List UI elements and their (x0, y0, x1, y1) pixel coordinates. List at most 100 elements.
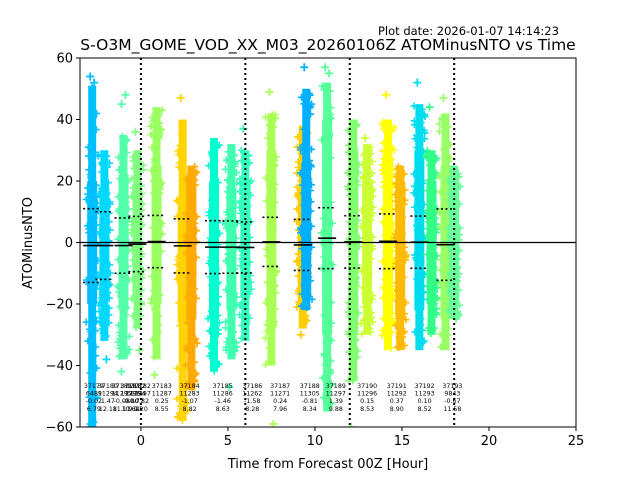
data-point (224, 148, 232, 156)
data-point (419, 209, 427, 217)
y-axis-label: ATOMinusNTO (21, 197, 36, 289)
data-point (415, 235, 423, 243)
data-point (268, 334, 276, 342)
data-point (368, 295, 376, 303)
data-point (411, 328, 419, 336)
data-point (222, 165, 229, 173)
stats-block-8: 37185 11286 -1.46 8.63 (213, 383, 233, 413)
data-point (236, 180, 244, 188)
y-tick-label: 0 (65, 236, 73, 251)
data-point (325, 129, 333, 137)
data-point (103, 163, 111, 171)
data-point (442, 186, 450, 194)
stats-line: -0.80 (122, 398, 138, 405)
data-point (182, 249, 190, 257)
data-point (300, 256, 308, 264)
data-point (238, 198, 246, 206)
data-point (129, 256, 137, 264)
data-point (324, 258, 332, 266)
stats-block-4: 37182 11294 -0.77 9.11 (126, 383, 146, 413)
data-point (436, 172, 444, 180)
y-tick-label: −60 (46, 421, 73, 436)
data-point (184, 294, 192, 302)
data-point (443, 162, 451, 170)
data-point (244, 151, 252, 159)
data-point (414, 249, 422, 257)
data-point (271, 198, 279, 206)
data-point (261, 334, 269, 342)
data-column-16 (378, 90, 398, 352)
data-point (232, 293, 240, 301)
data-point (99, 290, 107, 298)
data-point (303, 304, 311, 312)
data-point (293, 303, 301, 311)
data-point (420, 288, 428, 296)
data-point (155, 111, 163, 119)
data-point (92, 181, 100, 189)
data-point (270, 321, 278, 329)
data-point (87, 283, 95, 291)
data-point (305, 90, 313, 98)
data-point (351, 269, 359, 277)
data-point (270, 123, 278, 131)
data-point (318, 82, 326, 90)
data-point (245, 189, 253, 197)
data-point (149, 117, 157, 125)
data-point (442, 323, 450, 331)
data-point (186, 340, 194, 348)
stats-line: 11295 (112, 391, 132, 398)
data-point (322, 338, 330, 346)
data-point (244, 201, 252, 209)
data-point (321, 361, 329, 369)
data-point (323, 354, 331, 362)
outlier-point (135, 346, 144, 355)
data-point (191, 163, 199, 171)
outlier-point (176, 93, 185, 102)
data-point (116, 341, 124, 349)
data-point (192, 294, 200, 302)
data-point (298, 181, 306, 189)
data-point (321, 372, 329, 380)
stats-line: 37189 (326, 383, 346, 390)
data-point (362, 192, 370, 200)
data-point (138, 250, 146, 258)
data-point (345, 141, 353, 149)
data-point (133, 273, 141, 281)
data-point (362, 242, 370, 250)
data-point (306, 186, 314, 194)
outlier-point (117, 367, 126, 376)
data-point (393, 279, 401, 287)
data-point (328, 219, 336, 227)
data-point (208, 281, 216, 289)
column-spread-6 (187, 165, 196, 391)
data-point (82, 318, 90, 326)
data-point (410, 117, 418, 125)
data-point (183, 175, 191, 183)
stats-line: 11294 (98, 391, 118, 398)
outlier-point (150, 370, 159, 379)
data-point (82, 276, 90, 284)
data-point (182, 396, 190, 404)
data-point (153, 333, 161, 341)
data-point (95, 301, 103, 309)
data-point (425, 324, 433, 332)
data-point (364, 320, 372, 328)
data-point (155, 312, 163, 320)
data-point (445, 289, 453, 297)
data-point (131, 261, 139, 269)
data-point (231, 265, 239, 273)
outlier-point (90, 78, 99, 87)
data-point (387, 156, 395, 164)
data-point (189, 372, 197, 380)
data-point (423, 250, 431, 258)
data-point (147, 166, 155, 174)
column-spread-18 (415, 104, 424, 351)
data-point (214, 311, 222, 319)
data-point (125, 332, 133, 340)
data-column-7 (204, 137, 224, 375)
data-point (358, 206, 366, 214)
data-point (368, 178, 376, 186)
data-point (355, 234, 363, 242)
data-point (427, 316, 435, 324)
data-point (237, 157, 245, 165)
